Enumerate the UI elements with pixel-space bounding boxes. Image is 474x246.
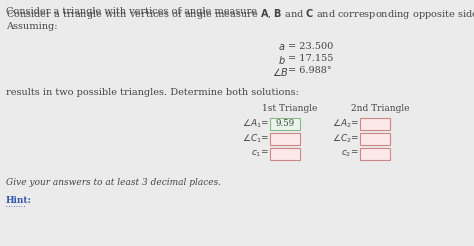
Text: $a$: $a$ <box>278 42 285 52</box>
FancyBboxPatch shape <box>360 133 390 145</box>
Text: Consider a triangle with vertices of angle measure $\mathbf{A}$, $\mathbf{B}$ an: Consider a triangle with vertices of ang… <box>6 7 474 21</box>
Text: = 23.500: = 23.500 <box>288 42 333 51</box>
FancyBboxPatch shape <box>270 118 300 130</box>
Text: = 17.155: = 17.155 <box>288 54 333 63</box>
FancyBboxPatch shape <box>270 148 300 160</box>
Text: $c_1$=: $c_1$= <box>251 149 269 159</box>
Text: 9.59: 9.59 <box>275 120 295 128</box>
Text: $\angle A_1$=: $\angle A_1$= <box>242 118 269 130</box>
Text: Consider a triangle with vertices of angle measure: Consider a triangle with vertices of ang… <box>6 7 260 16</box>
Text: $\angle C_1$=: $\angle C_1$= <box>242 133 269 145</box>
Text: = 6.988°: = 6.988° <box>288 66 332 75</box>
Text: Assuming:: Assuming: <box>6 22 57 31</box>
Text: $\angle C_2$=: $\angle C_2$= <box>332 133 359 145</box>
FancyBboxPatch shape <box>360 118 390 130</box>
Text: results in two possible triangles. Determine both solutions:: results in two possible triangles. Deter… <box>6 88 299 97</box>
Text: $\angle B$: $\angle B$ <box>272 66 289 78</box>
Text: Give your answers to at least 3 decimal places.: Give your answers to at least 3 decimal … <box>6 178 221 187</box>
FancyBboxPatch shape <box>360 148 390 160</box>
Text: Hint:: Hint: <box>6 196 32 205</box>
Text: $c_2$=: $c_2$= <box>341 149 359 159</box>
Text: 2nd Triangle: 2nd Triangle <box>351 104 409 113</box>
Text: 1st Triangle: 1st Triangle <box>262 104 318 113</box>
Text: $\angle A_2$=: $\angle A_2$= <box>332 118 359 130</box>
Text: $b$: $b$ <box>278 54 286 66</box>
FancyBboxPatch shape <box>270 133 300 145</box>
